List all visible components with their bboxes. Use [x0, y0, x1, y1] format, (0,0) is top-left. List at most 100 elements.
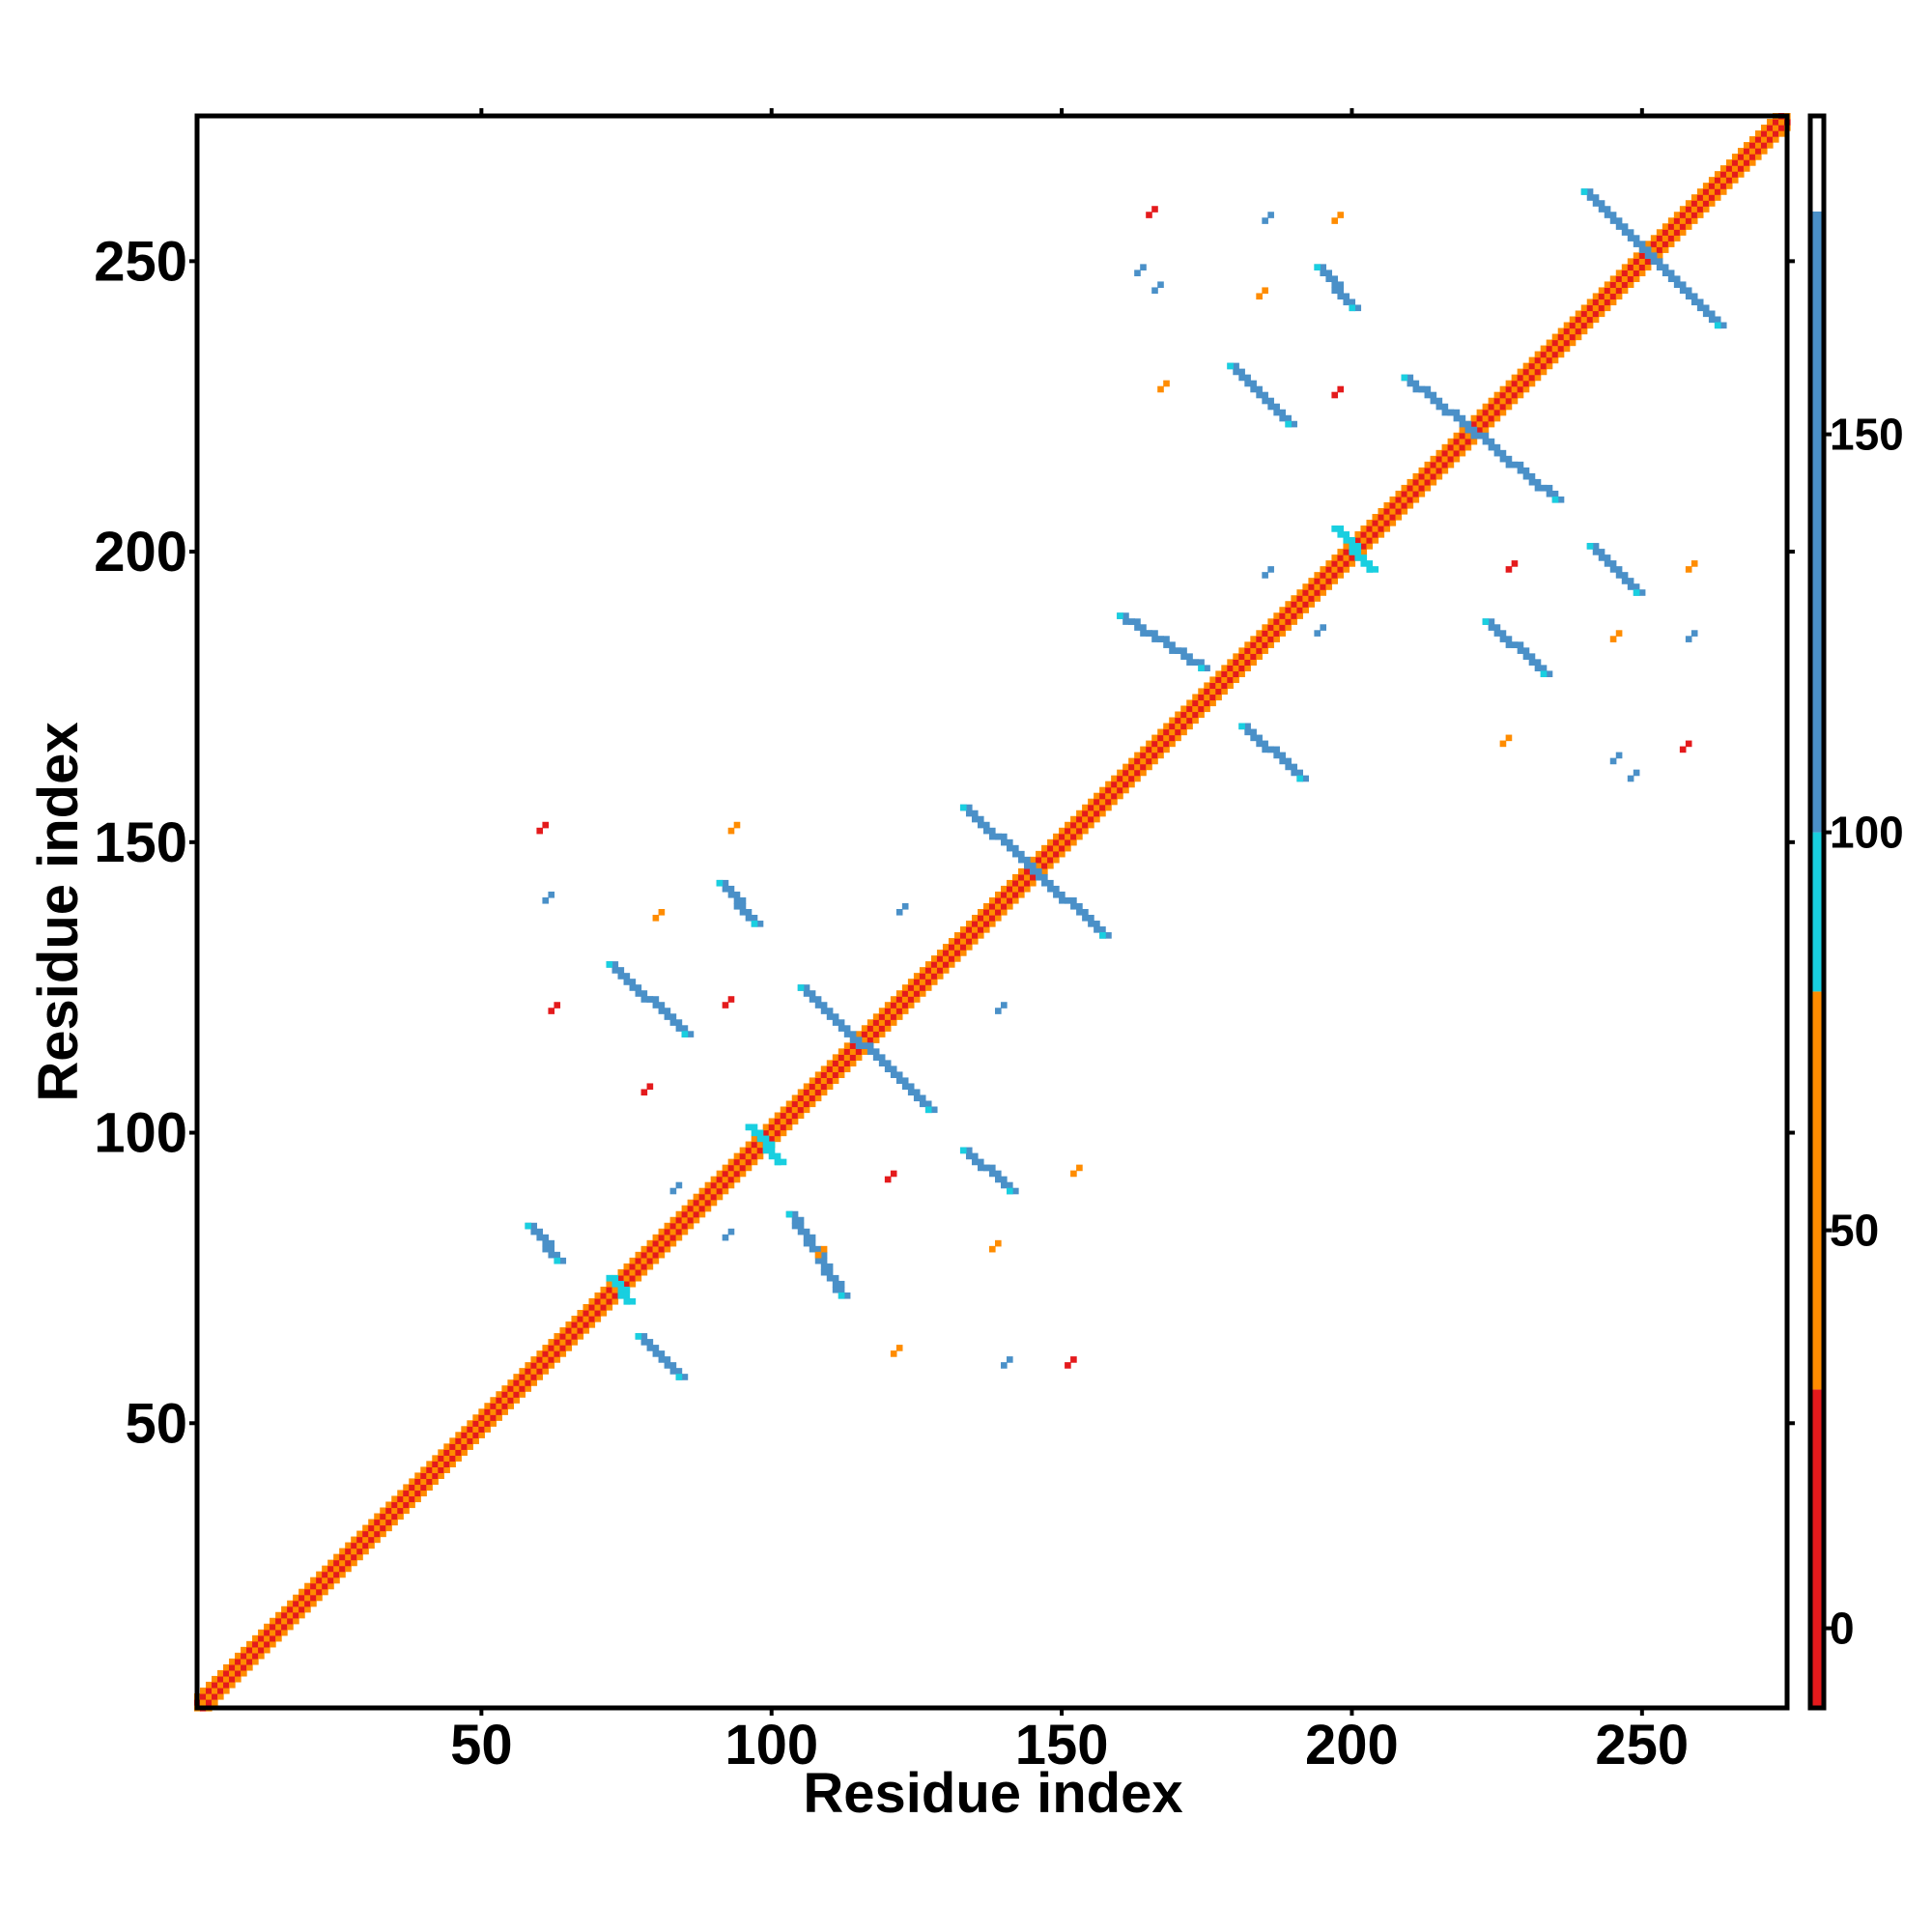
- diagonal-cell: [409, 1478, 415, 1486]
- strand-cell: [1488, 438, 1495, 445]
- strand-cell: [606, 1274, 613, 1282]
- diagonal-cell: [414, 1472, 421, 1480]
- diagonal-cell: [1007, 896, 1013, 904]
- diagonal-cell: [1424, 467, 1432, 474]
- strand-cell: [977, 815, 984, 823]
- diagonal-cell: [953, 944, 961, 951]
- diagonal-cell: [623, 1263, 631, 1270]
- diagonal-cell: [339, 1571, 346, 1578]
- diagonal-cell: [1389, 507, 1397, 515]
- diagonal-cell: [1320, 578, 1327, 584]
- colorbar-tick-label: 100: [1830, 808, 1904, 858]
- diagonal-cell: [368, 1536, 375, 1544]
- strand-cell: [820, 1008, 828, 1014]
- strand-cell: [1464, 426, 1472, 434]
- diagonal-cell: [206, 1681, 213, 1689]
- diagonal-cell: [1175, 711, 1181, 719]
- strand-cell: [1012, 844, 1019, 852]
- diagonal-cell: [1563, 327, 1571, 335]
- diagonal-cell: [1650, 246, 1658, 253]
- strand-cell: [809, 996, 816, 1003]
- strand-cell: [1273, 746, 1280, 753]
- diagonal-cell: [646, 1239, 654, 1247]
- diagonal-cell: [693, 1193, 700, 1201]
- strand-cell: [1656, 258, 1663, 265]
- diagonal-cell: [1546, 356, 1553, 364]
- diagonal-cell: [1546, 345, 1553, 353]
- diagonal-cell: [1279, 612, 1286, 619]
- diagonal-cell: [646, 1263, 654, 1270]
- diagonal-cell: [426, 1461, 433, 1467]
- diagonal-cell: [878, 1008, 886, 1014]
- diagonal-cell: [1233, 676, 1239, 684]
- diagonal-cell: [1273, 630, 1280, 637]
- strand-cell: [658, 1350, 666, 1357]
- diagonal-cell: [426, 1478, 433, 1486]
- diagonal-cell: [525, 1374, 532, 1380]
- diagonal-cell: [629, 1257, 637, 1264]
- diagonal-cell: [1592, 298, 1600, 306]
- diagonal-cell: [472, 1414, 479, 1421]
- diagonal-cell: [1238, 659, 1245, 666]
- diagonal-cell: [1743, 159, 1750, 166]
- strand-cell: [1633, 241, 1640, 247]
- contact-cell: [554, 1002, 561, 1009]
- contact-cell: [640, 1089, 648, 1096]
- diagonal-cell: [1082, 810, 1089, 817]
- diagonal-cell: [1291, 595, 1297, 602]
- strand-cell: [809, 1239, 816, 1247]
- diagonal-cell: [1702, 188, 1710, 195]
- diagonal-cell: [1748, 136, 1756, 143]
- diagonal-cell: [409, 1495, 415, 1503]
- strand-cell: [1551, 490, 1559, 497]
- strand-cell: [1621, 223, 1629, 230]
- diagonal-cell: [1575, 333, 1582, 341]
- strand-cell: [1615, 566, 1623, 573]
- diagonal-cell: [1470, 414, 1478, 422]
- diagonal-cell: [1198, 711, 1205, 719]
- diagonal-cell: [1748, 148, 1756, 155]
- strand-cell: [843, 1025, 851, 1032]
- diagonal-cell: [1198, 688, 1205, 696]
- diagonal-cell: [1401, 507, 1408, 515]
- diagonal-cell: [1511, 374, 1519, 382]
- diagonal-cell: [1088, 815, 1094, 823]
- diagonal-cell: [1175, 728, 1181, 736]
- diagonal-cell: [640, 1251, 648, 1259]
- diagonal-cell: [333, 1571, 340, 1578]
- diagonal-cell: [803, 1100, 810, 1108]
- diagonal-cell: [809, 1094, 816, 1102]
- diagonal-cell: [1366, 543, 1374, 550]
- diagonal-cell: [1633, 258, 1640, 265]
- strand-cell: [722, 885, 729, 893]
- contact-cell: [1146, 212, 1152, 218]
- diagonal-cell: [1122, 786, 1129, 794]
- diagonal-cell: [293, 1611, 299, 1619]
- diagonal-cell: [275, 1611, 282, 1619]
- strand-cell: [1505, 455, 1513, 463]
- diagonal-cell: [490, 1397, 497, 1404]
- diagonal-cell: [270, 1634, 276, 1642]
- diagonal-cell: [1198, 705, 1205, 713]
- diagonal-cell: [745, 1158, 753, 1166]
- diagonal-cell: [913, 990, 921, 997]
- diagonal-cell: [1134, 757, 1141, 765]
- diagonal-cell: [1296, 595, 1303, 602]
- diagonal-cell: [1053, 838, 1060, 846]
- strand-cell: [1592, 543, 1600, 550]
- diagonal-cell: [681, 1210, 689, 1218]
- strand-cell: [861, 1042, 868, 1049]
- diagonal-cell: [1331, 566, 1339, 573]
- diagonal-cell: [409, 1484, 415, 1492]
- strand-cell: [872, 1054, 880, 1061]
- diagonal-cell: [600, 1303, 608, 1311]
- diagonal-cell: [1766, 119, 1774, 126]
- diagonal-cell: [1679, 217, 1687, 224]
- strand-cell: [814, 996, 822, 1003]
- strand-cell: [768, 1152, 776, 1160]
- diagonal-cell: [374, 1530, 381, 1538]
- strand-cell: [1296, 769, 1303, 777]
- diagonal-cell: [571, 1339, 579, 1346]
- diagonal-cell: [484, 1420, 491, 1427]
- diagonal-cell: [1215, 670, 1222, 678]
